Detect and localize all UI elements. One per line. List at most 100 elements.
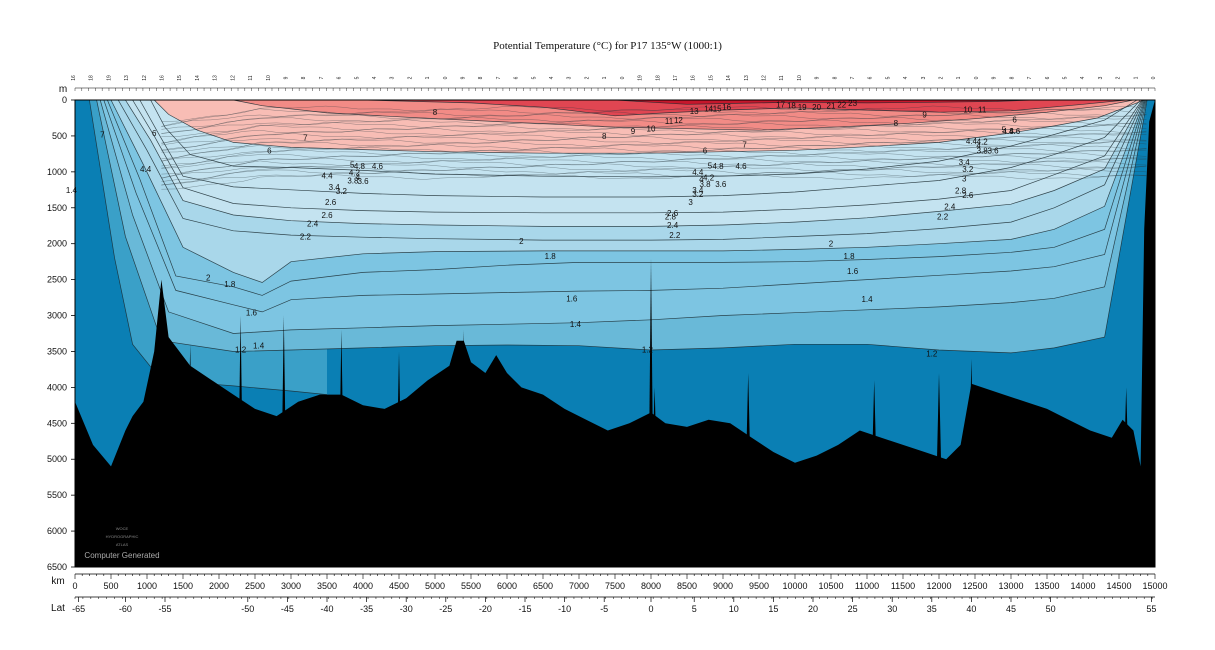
isotherm-1-6 <box>103 99 1146 313</box>
contour-label: 7 <box>742 141 747 150</box>
contour-label: 6 <box>1012 115 1017 124</box>
km-tick-label: 13500 <box>1034 581 1059 591</box>
contour-label: 1.8 <box>545 252 557 261</box>
lat-tick-label: -30 <box>400 604 413 614</box>
contour-label: 2.8 <box>955 187 967 196</box>
contour-label: 3.2 <box>336 187 348 196</box>
y-tick-label: 3000 <box>47 311 67 321</box>
y-tick-label: 2000 <box>47 239 67 249</box>
contour-label: 8 <box>433 108 438 117</box>
station-number: 5 <box>354 76 360 79</box>
km-tick-label: 10500 <box>818 581 843 591</box>
lat-tick-label: -10 <box>558 604 571 614</box>
lat-tick-label: 5 <box>692 604 697 614</box>
seamount-spike-5 <box>397 351 401 460</box>
lat-tick-label: -15 <box>518 604 531 614</box>
contour-label: 4.2 <box>977 138 989 147</box>
isotherm-1-4 <box>99 99 1147 334</box>
station-number: 14 <box>726 75 732 81</box>
contour-label: 9 <box>922 110 927 119</box>
station-number: 1 <box>956 76 962 79</box>
fine-contour-8 <box>161 127 1147 144</box>
seamount-spike-13 <box>1124 387 1129 460</box>
station-number: 7 <box>496 76 502 79</box>
km-tick-label: 8000 <box>641 581 661 591</box>
fine-contour-3 <box>161 113 1147 130</box>
contour-label: 4.6 <box>372 162 384 171</box>
contour-label: 10 <box>647 125 656 134</box>
isotherm-2-4 <box>125 99 1144 227</box>
contour-label: 13 <box>690 107 699 116</box>
station-number: 9 <box>283 76 289 79</box>
station-number: 17 <box>673 75 679 81</box>
contour-label: 3 <box>962 174 967 183</box>
km-tick-label: 4500 <box>389 581 409 591</box>
station-number: 1 <box>602 76 608 79</box>
station-number: 3 <box>390 76 396 79</box>
station-number: 10 <box>266 75 272 81</box>
km-tick-label: 11000 <box>855 581 879 591</box>
isotherm-lines <box>89 99 1148 395</box>
contour-label: 6 <box>703 146 708 155</box>
station-number: 8 <box>301 76 307 79</box>
station-number: 0 <box>974 76 980 79</box>
lat-tick-label: -50 <box>241 604 254 614</box>
lat-tick-label: -35 <box>360 604 373 614</box>
fine-contour-19 <box>161 157 1147 175</box>
contour-label: 3.4 <box>329 183 341 192</box>
fine-contour-10 <box>161 133 1147 151</box>
lat-tick-label: -45 <box>281 604 294 614</box>
contour-label: 18 <box>787 102 796 111</box>
watermark: WOCE HYDROGRAPHIC ATLAS Computer Generated <box>84 526 159 560</box>
isotherm-2-6 <box>132 99 1143 214</box>
km-tick-label: 500 <box>103 581 118 591</box>
lat-tick-label: 40 <box>966 604 976 614</box>
contour-label: 2.6 <box>325 198 337 207</box>
isotherm-2-2 <box>117 99 1144 241</box>
contour-label: 3.2 <box>962 165 974 174</box>
contour-label: 4.2 <box>703 174 715 183</box>
contour-label: 5 <box>1002 126 1007 135</box>
contour-label: 3.6 <box>357 177 369 186</box>
contour-label: 4.8 <box>354 162 366 171</box>
lat-tick-label: -65 <box>72 604 85 614</box>
contour-label: 1.4 <box>253 342 265 351</box>
lat-tick-label: 10 <box>729 604 739 614</box>
km-tick-label: 7000 <box>569 581 589 591</box>
y-tick-label: 500 <box>52 131 67 141</box>
isotherm-1-8 <box>107 99 1146 296</box>
contour-label: 4.6 <box>735 162 747 171</box>
contour-label: 1.6 <box>847 267 859 276</box>
fine-contour-12 <box>161 138 1147 153</box>
contour-label: 14 <box>704 105 713 114</box>
contour-label: 11 <box>978 105 987 114</box>
contour-label: 11 <box>665 117 674 126</box>
station-number: 4 <box>549 76 555 79</box>
fine-contour-5 <box>161 119 1147 134</box>
contour-label: 2 <box>206 274 211 283</box>
km-tick-label: 1000 <box>137 581 157 591</box>
isotherm-2 <box>110 99 1145 283</box>
fine-contour-21 <box>161 163 1147 179</box>
seamount-spike-12 <box>969 358 974 460</box>
contour-label: 4.4 <box>692 168 704 177</box>
seamount-spike-6 <box>461 329 466 460</box>
km-tick-label: 6000 <box>497 581 517 591</box>
station-number: 9 <box>461 76 467 79</box>
contour-label: 19 <box>798 103 807 112</box>
station-number: 11 <box>248 75 254 80</box>
station-number: 6 <box>1045 76 1051 79</box>
station-number: 12 <box>761 75 767 81</box>
contour-label: 3.8 <box>977 146 989 155</box>
station-number: 18 <box>89 75 95 81</box>
contour-label: 2.6 <box>321 211 333 220</box>
seamount-spike-7 <box>649 258 653 460</box>
station-number: 10 <box>797 75 803 81</box>
station-number: 4 <box>372 76 378 79</box>
seamount-spike-10 <box>872 380 877 460</box>
y-tick-label: 4500 <box>47 418 67 428</box>
seamount-spike-9 <box>746 373 751 460</box>
y-tick-label: 3500 <box>47 346 67 356</box>
contour-label: 21 <box>827 102 836 111</box>
x-axis-label: km <box>51 576 64 587</box>
